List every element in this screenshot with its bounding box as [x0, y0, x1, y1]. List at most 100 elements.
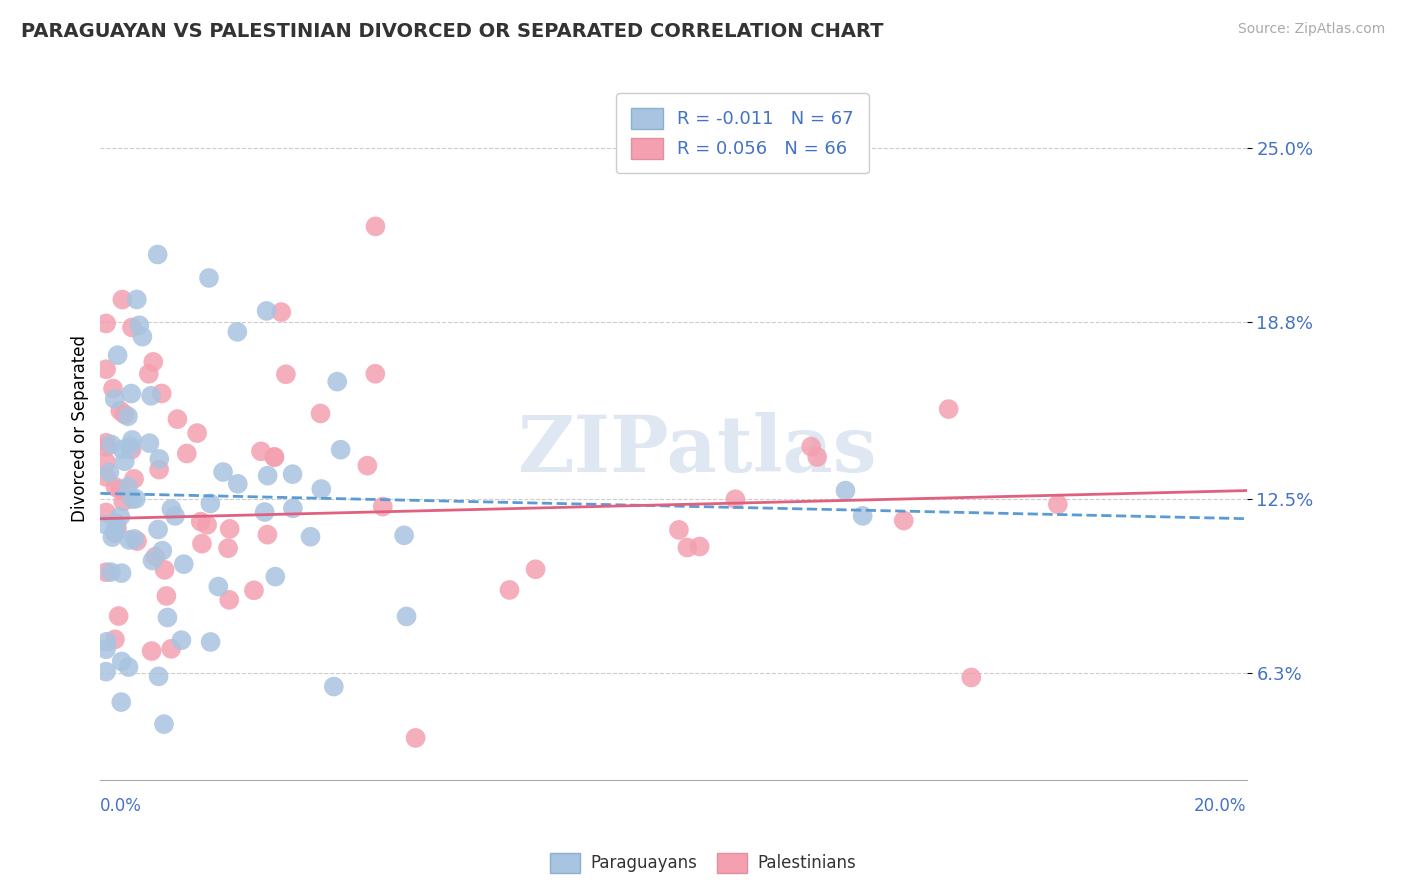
Point — [100, 437, 122, 451]
Point — [256, 527, 278, 541]
Legend: Paraguayans, Palestinians: Paraguayans, Palestinians — [544, 847, 862, 880]
Point — [195, 517, 218, 532]
Point — [94, 665, 117, 679]
Point — [121, 320, 143, 334]
Point — [226, 325, 249, 339]
Point — [142, 355, 165, 369]
Point — [125, 534, 148, 549]
Point — [112, 407, 135, 421]
Point — [371, 500, 394, 514]
Point — [94, 470, 117, 484]
Point — [125, 293, 148, 307]
Point — [138, 367, 160, 381]
Point — [118, 533, 141, 547]
Text: ZIPatlas: ZIPatlas — [516, 412, 876, 488]
Point — [938, 402, 960, 417]
Point — [498, 582, 520, 597]
Point — [148, 452, 170, 467]
Point — [191, 536, 214, 550]
Point — [94, 317, 117, 331]
Point — [226, 476, 249, 491]
Point — [173, 557, 195, 571]
Point — [170, 633, 193, 648]
Point — [94, 642, 117, 657]
Point — [110, 509, 132, 524]
Point — [524, 562, 547, 576]
Point — [148, 462, 170, 476]
Point — [107, 348, 129, 362]
Point — [198, 271, 221, 285]
Point — [309, 407, 332, 421]
Point — [166, 412, 188, 426]
Point — [117, 480, 139, 494]
Point — [125, 491, 148, 506]
Point — [139, 389, 162, 403]
Point — [94, 565, 117, 579]
Point — [104, 632, 127, 647]
Point — [107, 609, 129, 624]
Point — [98, 466, 121, 480]
Point — [264, 569, 287, 583]
Point — [131, 329, 153, 343]
Point — [153, 563, 176, 577]
Point — [141, 644, 163, 658]
Point — [256, 468, 278, 483]
Point — [724, 492, 747, 507]
Point — [104, 516, 127, 530]
Point — [101, 530, 124, 544]
Legend: R = -0.011   N = 67, R = 0.056   N = 66: R = -0.011 N = 67, R = 0.056 N = 66 — [616, 94, 869, 173]
Point — [852, 508, 875, 523]
Point — [218, 592, 240, 607]
Point — [114, 454, 136, 468]
Point — [834, 483, 856, 498]
Point — [121, 492, 143, 507]
Point — [256, 304, 278, 318]
Point — [94, 435, 117, 450]
Point — [105, 521, 128, 535]
Point — [218, 522, 240, 536]
Point — [160, 501, 183, 516]
Point — [356, 458, 378, 473]
Point — [395, 609, 418, 624]
Point — [104, 524, 127, 539]
Point — [311, 482, 333, 496]
Point — [253, 505, 276, 519]
Point — [121, 442, 143, 457]
Point — [94, 506, 117, 520]
Point — [100, 565, 122, 579]
Point — [186, 426, 208, 441]
Point — [163, 508, 186, 523]
Point — [217, 541, 239, 556]
Point — [104, 526, 127, 541]
Text: PARAGUAYAN VS PALESTINIAN DIVORCED OR SEPARATED CORRELATION CHART: PARAGUAYAN VS PALESTINIAN DIVORCED OR SE… — [21, 22, 883, 41]
Point — [112, 494, 135, 508]
Text: Source: ZipAtlas.com: Source: ZipAtlas.com — [1237, 22, 1385, 37]
Point — [120, 439, 142, 453]
Point — [405, 731, 427, 745]
Point — [141, 553, 163, 567]
Point — [960, 671, 983, 685]
Point — [94, 517, 117, 532]
Point — [117, 409, 139, 424]
Point — [250, 444, 273, 458]
Point — [148, 669, 170, 683]
Point — [111, 442, 134, 457]
Point — [111, 293, 134, 307]
Point — [155, 589, 177, 603]
Point — [121, 433, 143, 447]
Point — [124, 532, 146, 546]
Point — [104, 392, 127, 406]
Point — [128, 318, 150, 333]
Point — [146, 247, 169, 261]
Point — [270, 305, 292, 319]
Point — [153, 717, 176, 731]
Text: 0.0%: 0.0% — [100, 797, 142, 815]
Point — [207, 580, 229, 594]
Point — [364, 219, 387, 234]
Point — [212, 465, 235, 479]
Point — [392, 528, 415, 542]
Point — [150, 386, 173, 401]
Point — [150, 543, 173, 558]
Point — [108, 403, 131, 417]
Point — [117, 660, 139, 674]
